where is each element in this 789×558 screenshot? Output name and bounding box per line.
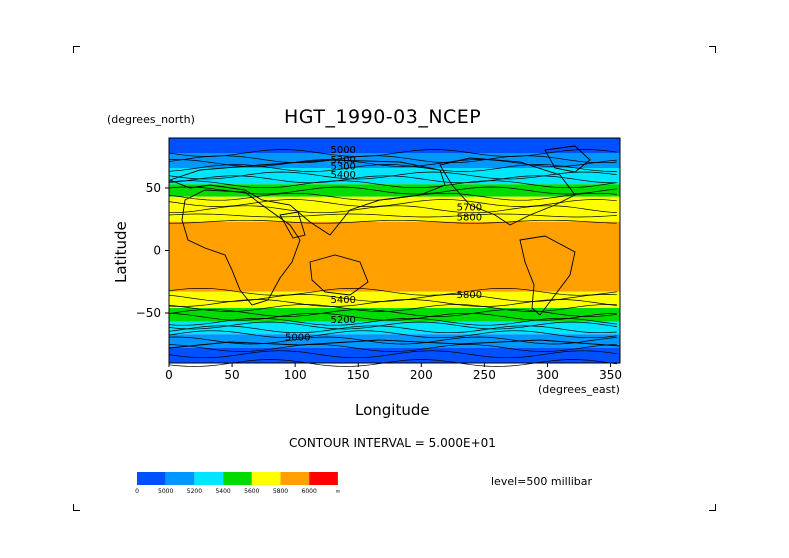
colorbar-label: ∞ (335, 488, 340, 495)
x-tick-label: 100 (284, 368, 307, 382)
colorbar-swatch (137, 472, 166, 485)
y-tick-label: −50 (136, 306, 161, 320)
contour-line (168, 330, 617, 339)
y-tick-label: 0 (153, 244, 161, 258)
contour-line (168, 350, 617, 359)
colorbar-label: 5200 (187, 488, 202, 495)
x-tick-label: 350 (599, 368, 622, 382)
y-axis-units: (degrees_north) (107, 113, 195, 126)
contour-line (168, 180, 617, 189)
contour-line (168, 149, 617, 157)
contour-label: 5700 (457, 203, 482, 214)
x-tick-label: 50 (224, 368, 239, 382)
contour-line (168, 359, 617, 367)
band-4 (169, 196, 620, 222)
contour-label: 5800 (457, 213, 482, 224)
contour-line (168, 299, 617, 307)
colorbar-swatch (165, 472, 195, 485)
crop-mark-bottom-left (73, 504, 80, 511)
coastline-south-america (519, 235, 576, 316)
band-5 (169, 221, 620, 292)
colorbar-swatch (194, 472, 224, 485)
contour-label: 5200 (330, 315, 355, 326)
contour-line (168, 213, 617, 218)
chart-title: HGT_1990-03_NCEP (284, 106, 482, 128)
colorbar-swatch (223, 472, 252, 485)
contour-line (168, 155, 617, 164)
band-10 (169, 348, 620, 363)
contour-line (168, 325, 617, 334)
coastline-north-america (439, 157, 576, 226)
contour-label: 5200 (330, 155, 355, 166)
contour-line (168, 199, 617, 207)
contour-line (169, 219, 617, 224)
coastline-africa (181, 189, 301, 306)
x-tick-label: 300 (536, 368, 559, 382)
crop-mark-bottom-right (709, 504, 716, 511)
contour-label: 5800 (457, 290, 482, 301)
level-note: level=500 millibar (491, 475, 593, 488)
colorbar-label: 5800 (273, 488, 288, 495)
x-tick-label: 250 (473, 368, 496, 382)
contour-interval-note: CONTOUR INTERVAL = 5.000E+01 (289, 436, 496, 450)
colorbar-swatch (280, 472, 310, 485)
x-tick-label: 0 (165, 368, 173, 382)
x-axis-label: Longitude (355, 401, 430, 419)
contour-line (168, 317, 617, 326)
coastline-eurasia (168, 159, 446, 236)
x-tick-label: 150 (347, 368, 370, 382)
colorbar-swatch (251, 472, 281, 485)
x-axis-units: (degrees_east) (538, 383, 620, 396)
contour-line (168, 344, 617, 352)
contour-line (168, 336, 617, 345)
coastline-australia (309, 254, 369, 296)
colorbar-label: 0 (135, 488, 139, 495)
colorbar-swatch (309, 472, 338, 485)
contour-line (168, 164, 617, 172)
crop-mark-top-right (709, 46, 716, 53)
contour-line (168, 321, 617, 330)
contour-line (168, 186, 617, 195)
contour-line (169, 205, 617, 214)
band-7 (169, 308, 620, 322)
contour-label: 5400 (330, 170, 355, 181)
coastline-india (279, 211, 306, 239)
coastline-antarctica (168, 339, 621, 349)
coastline-greenland (544, 145, 591, 173)
colorbar-label: 5000 (158, 488, 173, 495)
colorbar-label: 5400 (215, 488, 230, 495)
contour-line (168, 312, 617, 321)
contour-line (168, 294, 617, 302)
crop-mark-top-left (73, 46, 80, 53)
contour-label: 5000 (330, 145, 355, 156)
contour-label: 5300 (330, 161, 355, 172)
contour-label: 5400 (330, 295, 355, 306)
band-0 (169, 138, 620, 153)
contour-line (168, 287, 617, 296)
contour-label: 5000 (285, 333, 310, 344)
colorbar-label: 6000 (302, 488, 317, 495)
x-tick-label: 200 (410, 368, 433, 382)
contour-line (168, 304, 617, 312)
y-tick-label: 50 (146, 181, 161, 195)
contour-line (168, 175, 617, 184)
colorbar-label: 5600 (244, 488, 259, 495)
